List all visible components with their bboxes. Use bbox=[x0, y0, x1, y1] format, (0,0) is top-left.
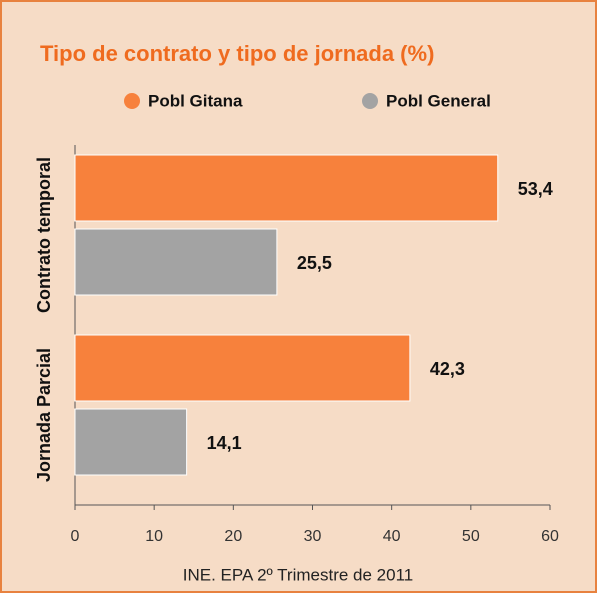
legend-swatch bbox=[362, 93, 378, 109]
legend-swatch bbox=[124, 93, 140, 109]
bar bbox=[74, 154, 499, 222]
x-tick-label: 0 bbox=[71, 528, 80, 545]
value-label: 25,5 bbox=[297, 253, 332, 273]
legend-label: Pobl General bbox=[386, 91, 491, 110]
x-tick-label: 10 bbox=[145, 528, 163, 545]
bar bbox=[74, 334, 411, 402]
x-tick-label: 60 bbox=[541, 528, 559, 545]
bar bbox=[74, 408, 188, 476]
x-tick-label: 30 bbox=[304, 528, 322, 545]
x-tick-label: 20 bbox=[224, 528, 242, 545]
x-tick-label: 40 bbox=[383, 528, 401, 545]
x-tick-label: 50 bbox=[462, 528, 480, 545]
category-label: Contrato temporal bbox=[34, 157, 54, 313]
source: INE. EPA 2º Trimestre de 2011 bbox=[183, 565, 413, 584]
bar bbox=[74, 228, 278, 296]
category-label: Jornada Parcial bbox=[34, 348, 54, 482]
value-label: 14,1 bbox=[207, 433, 242, 453]
chart-title: Tipo de contrato y tipo de jornada (%) bbox=[40, 41, 434, 66]
value-label: 53,4 bbox=[518, 179, 553, 199]
legend-label: Pobl Gitana bbox=[148, 91, 243, 110]
value-label: 42,3 bbox=[430, 359, 465, 379]
